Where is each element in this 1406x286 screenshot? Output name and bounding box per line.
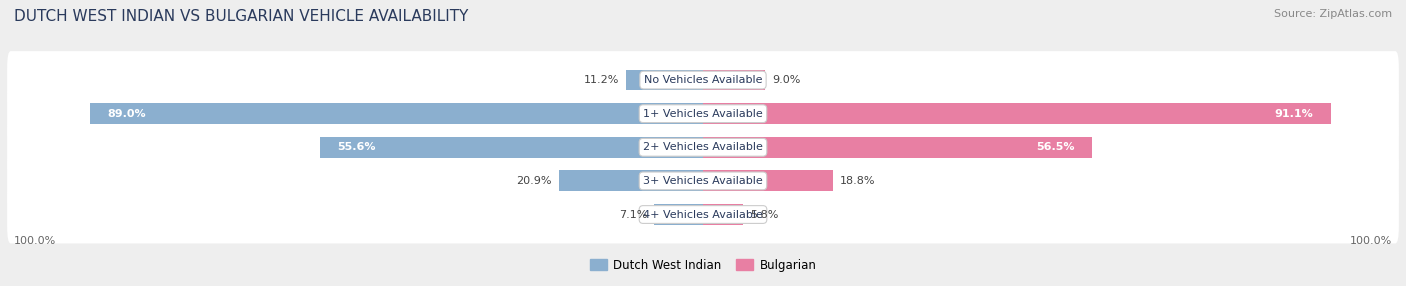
Text: 3+ Vehicles Available: 3+ Vehicles Available (643, 176, 763, 186)
Bar (321, 137, 703, 158)
Text: 2+ Vehicles Available: 2+ Vehicles Available (643, 142, 763, 152)
Text: DUTCH WEST INDIAN VS BULGARIAN VEHICLE AVAILABILITY: DUTCH WEST INDIAN VS BULGARIAN VEHICLE A… (14, 9, 468, 23)
Bar (560, 170, 703, 191)
Bar (703, 204, 742, 225)
Bar (703, 103, 1330, 124)
Text: Source: ZipAtlas.com: Source: ZipAtlas.com (1274, 9, 1392, 19)
FancyBboxPatch shape (7, 51, 1399, 109)
Text: 18.8%: 18.8% (839, 176, 875, 186)
Text: 1+ Vehicles Available: 1+ Vehicles Available (643, 109, 763, 119)
FancyBboxPatch shape (7, 118, 1399, 176)
Text: 100.0%: 100.0% (14, 236, 56, 246)
Text: 91.1%: 91.1% (1275, 109, 1313, 119)
Bar (626, 69, 703, 90)
Text: 89.0%: 89.0% (107, 109, 146, 119)
Text: 11.2%: 11.2% (583, 75, 619, 85)
Text: 20.9%: 20.9% (516, 176, 553, 186)
Text: No Vehicles Available: No Vehicles Available (644, 75, 762, 85)
Text: 56.5%: 56.5% (1036, 142, 1076, 152)
Text: 4+ Vehicles Available: 4+ Vehicles Available (643, 210, 763, 220)
Text: 100.0%: 100.0% (1350, 236, 1392, 246)
Legend: Dutch West Indian, Bulgarian: Dutch West Indian, Bulgarian (589, 259, 817, 272)
FancyBboxPatch shape (7, 186, 1399, 243)
Text: 9.0%: 9.0% (772, 75, 800, 85)
FancyBboxPatch shape (7, 85, 1399, 143)
Bar (703, 137, 1092, 158)
Bar (703, 170, 832, 191)
Bar (90, 103, 703, 124)
Bar (654, 204, 703, 225)
Text: 5.8%: 5.8% (749, 210, 779, 220)
Bar (703, 69, 765, 90)
FancyBboxPatch shape (7, 152, 1399, 210)
Text: 55.6%: 55.6% (337, 142, 375, 152)
Text: 7.1%: 7.1% (619, 210, 647, 220)
